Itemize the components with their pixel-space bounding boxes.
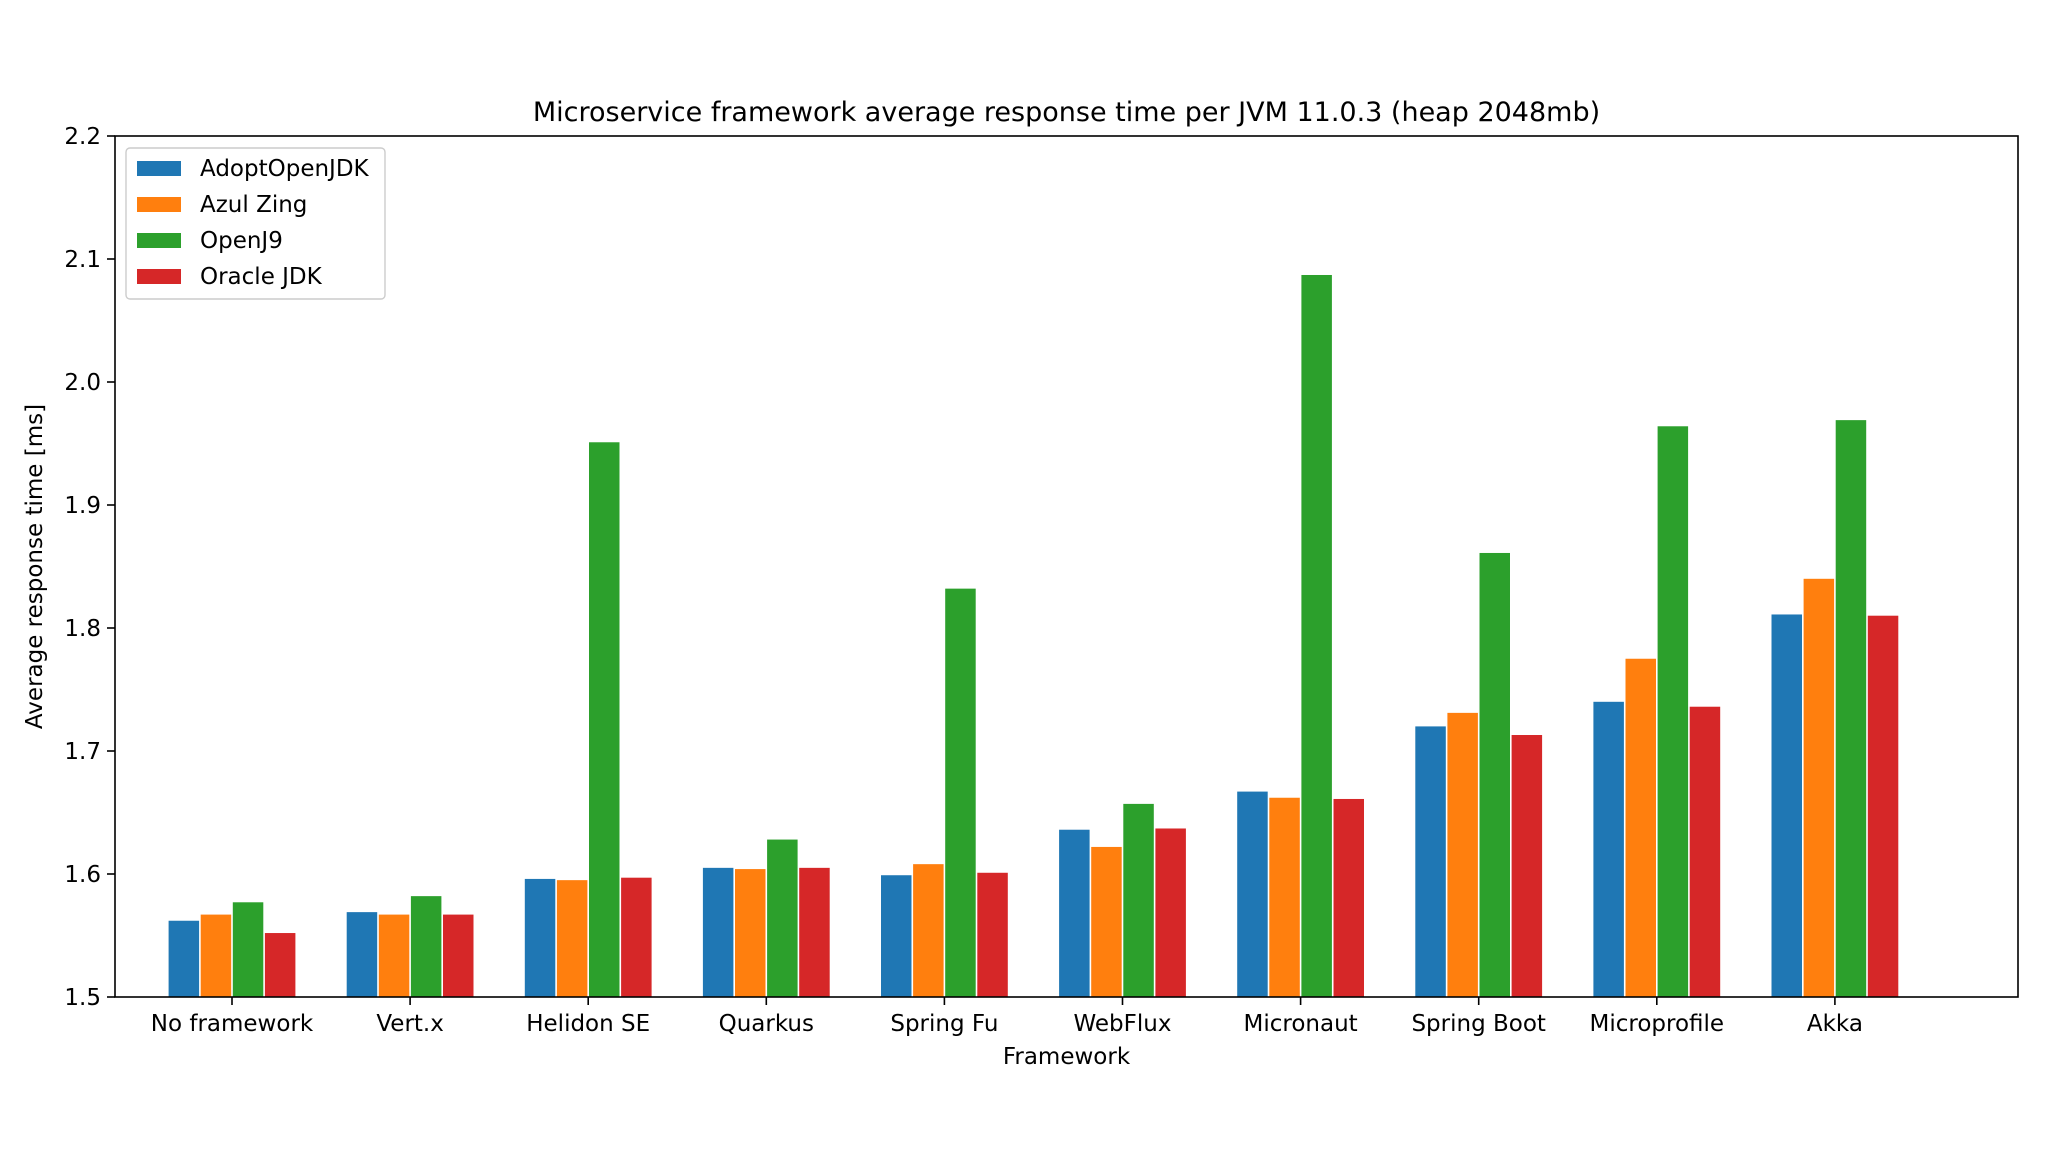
bar-azul-zing-vert-x xyxy=(378,914,410,997)
bar-adoptopenjdk-akka xyxy=(1771,614,1802,997)
legend-label: Oracle JDK xyxy=(200,264,323,290)
bar-openj9-spring-boot xyxy=(1479,552,1510,997)
legend-label: AdoptOpenJDK xyxy=(200,156,370,182)
bars-group xyxy=(168,274,1899,997)
bar-oracle-jdk-quarkus xyxy=(799,867,830,997)
bar-oracle-jdk-spring-boot xyxy=(1511,735,1543,997)
y-tick-label: 2.2 xyxy=(64,124,101,150)
bar-oracle-jdk-webflux xyxy=(1155,828,1186,997)
bar-adoptopenjdk-spring-boot xyxy=(1415,726,1446,997)
x-tick-label: Microprofile xyxy=(1590,1011,1725,1037)
bar-oracle-jdk-microprofile xyxy=(1689,706,1721,997)
bar-openj9-webflux xyxy=(1123,803,1154,997)
bar-adoptopenjdk-micronaut xyxy=(1237,791,1268,997)
legend-label: OpenJ9 xyxy=(200,228,283,254)
x-tick-label: Akka xyxy=(1807,1011,1863,1037)
plot-frame xyxy=(114,135,2019,998)
legend-swatch xyxy=(137,233,181,248)
y-tick-label: 2.0 xyxy=(64,370,101,396)
bar-openj9-micronaut xyxy=(1301,274,1332,997)
bar-adoptopenjdk-microprofile xyxy=(1593,701,1624,997)
bar-oracle-jdk-no-framework xyxy=(264,933,296,997)
legend-box xyxy=(125,147,386,300)
bar-azul-zing-quarkus xyxy=(735,869,766,997)
legend-swatch xyxy=(137,269,181,284)
bar-openj9-microprofile xyxy=(1657,426,1689,997)
bar-azul-zing-helidon-se xyxy=(556,880,588,997)
legend-label: Azul Zing xyxy=(200,192,307,218)
bar-adoptopenjdk-helidon-se xyxy=(524,878,556,997)
bar-oracle-jdk-spring-fu xyxy=(977,872,1008,997)
bar-azul-zing-microprofile xyxy=(1625,658,1656,997)
bar-adoptopenjdk-quarkus xyxy=(702,867,734,997)
x-tick-label: No framework xyxy=(151,1011,314,1037)
y-tick-label: 1.6 xyxy=(64,862,101,888)
bar-openj9-spring-fu xyxy=(945,588,976,997)
x-axis: No framework Vert.x Helidon SE Quarkus Sprin… xyxy=(151,997,1863,1037)
bar-oracle-jdk-vert-x xyxy=(443,914,474,997)
y-tick-label: 1.8 xyxy=(64,616,101,642)
bar-oracle-jdk-micronaut xyxy=(1333,798,1364,997)
x-tick-label: WebFlux xyxy=(1074,1011,1172,1037)
bar-openj9-no-framework xyxy=(232,902,264,997)
bar-oracle-jdk-helidon-se xyxy=(621,877,652,997)
x-axis-label: Framework xyxy=(1003,1044,1131,1070)
y-axis-label: Average response time [ms] xyxy=(22,404,48,729)
bar-openj9-vert-x xyxy=(410,896,442,997)
y-tick-label: 1.5 xyxy=(64,985,101,1011)
bar-azul-zing-micronaut xyxy=(1269,797,1300,997)
x-tick-label: Vert.x xyxy=(376,1011,444,1037)
bar-openj9-helidon-se xyxy=(589,442,620,997)
bar-azul-zing-spring-fu xyxy=(913,864,944,997)
x-tick-label: Helidon SE xyxy=(526,1011,650,1037)
legend-swatch xyxy=(137,197,181,212)
chart-title: Microservice framework average response … xyxy=(533,97,1600,128)
legend-swatch xyxy=(137,161,181,176)
bar-azul-zing-no-framework xyxy=(200,914,232,997)
x-tick-label: Spring Boot xyxy=(1411,1011,1545,1037)
bar-adoptopenjdk-vert-x xyxy=(346,912,378,997)
x-tick-label: Micronaut xyxy=(1244,1011,1358,1037)
bar-adoptopenjdk-webflux xyxy=(1059,829,1090,997)
bar-openj9-akka xyxy=(1835,420,1867,997)
x-tick-label: Quarkus xyxy=(719,1011,814,1037)
bar-oracle-jdk-akka xyxy=(1867,615,1899,997)
bar-azul-zing-webflux xyxy=(1091,846,1122,997)
y-tick-label: 1.7 xyxy=(64,739,101,765)
bar-azul-zing-spring-boot xyxy=(1447,712,1478,997)
bar-adoptopenjdk-no-framework xyxy=(168,920,200,997)
x-tick-label: Spring Fu xyxy=(890,1011,998,1037)
bar-azul-zing-akka xyxy=(1803,578,1835,997)
y-tick-label: 1.9 xyxy=(64,493,101,519)
y-tick-label: 2.1 xyxy=(64,247,101,273)
legend: AdoptOpenJDK Azul Zing OpenJ9 Oracle JDK xyxy=(125,147,386,300)
y-axis: 1.5 1.6 1.7 1.8 1.9 2.0 2.1 2.2 xyxy=(64,124,115,1011)
bar-openj9-quarkus xyxy=(767,839,798,997)
bar-adoptopenjdk-spring-fu xyxy=(881,875,912,997)
